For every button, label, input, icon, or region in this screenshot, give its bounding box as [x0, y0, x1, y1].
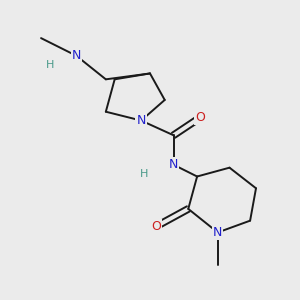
Text: O: O	[195, 111, 205, 124]
Text: O: O	[151, 220, 161, 233]
Text: N: N	[169, 158, 178, 171]
Text: H: H	[46, 60, 54, 70]
Text: N: N	[136, 114, 146, 127]
Text: N: N	[213, 226, 222, 239]
Text: H: H	[140, 169, 148, 178]
Text: N: N	[72, 49, 81, 62]
